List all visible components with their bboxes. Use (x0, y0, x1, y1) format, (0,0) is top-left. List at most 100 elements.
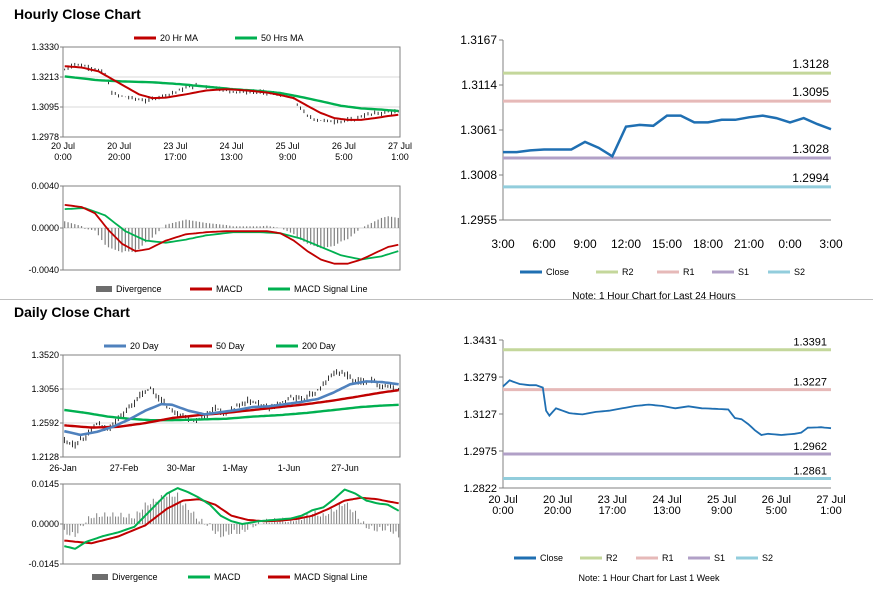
hourly-price-xtick: 20 Jul (107, 141, 131, 151)
daily-macd-line (64, 487, 400, 550)
hourly-price-xtick: 13:00 (220, 152, 243, 162)
legend-50day: 50 Day (216, 341, 245, 351)
hourly-levels-xtick: 9:00 (573, 237, 597, 251)
daily-levels-xtick: 13:00 (653, 505, 681, 517)
hourly-macd-ytick: 0.0040 (31, 181, 59, 191)
daily-level-s1-label: 1.2962 (793, 441, 827, 453)
legend-20day: 20 Day (130, 341, 159, 351)
hourly-levels-xtick: 3:00 (491, 237, 515, 251)
legend-hourly-macd: MACD (216, 284, 243, 294)
daily-levels-note: Note: 1 Hour Chart for Last 1 Week (579, 573, 720, 583)
hourly-price-ytick: 1.3330 (31, 42, 59, 52)
daily-levels-xtick: 20 Jul (488, 494, 517, 506)
hourly-price-xtick: 17:00 (164, 152, 187, 162)
legend-daily-macd-signal: MACD Signal Line (294, 572, 368, 582)
daily-levels-xtick: 20:00 (544, 505, 572, 517)
hourly-price-xtick: 20:00 (108, 152, 131, 162)
hourly-level-r1-label: 1.3095 (792, 85, 829, 99)
hourly-price-xtick: 26 Jul (332, 141, 356, 151)
daily-levels-xtick: 25 Jul (707, 494, 736, 506)
hourly-price-ytick: 1.3095 (31, 102, 59, 112)
daily-levels-ytick: 1.2822 (463, 483, 497, 495)
hourly-levels-xtick: 18:00 (693, 237, 723, 251)
hourly-price-xtick: 20 Jul (51, 141, 75, 151)
legend-hourly-level-close: Close (546, 267, 569, 277)
legend-hourly-level-r1: R1 (683, 267, 695, 277)
hourly-level-s2-label: 1.2994 (792, 171, 829, 185)
daily-levels-ytick: 1.3279 (463, 372, 497, 384)
hourly-levels-note: Note: 1 Hour Chart for Last 24 Hours (572, 291, 735, 302)
daily-levels-ytick: 1.2975 (463, 446, 497, 458)
daily-200day-line (64, 403, 399, 422)
daily-levels-xtick: 9:00 (711, 505, 732, 517)
legend-hourly-divergence: Divergence (116, 284, 162, 294)
legend-daily-level-r2: R2 (606, 553, 618, 563)
hourly-level-r2-label: 1.3128 (792, 57, 829, 71)
daily-chart-title: Daily Close Chart (14, 304, 130, 320)
daily-level-s2-label: 1.2861 (793, 466, 827, 478)
hourly-price-ytick: 1.3213 (31, 72, 59, 82)
daily-levels-xtick: 1:00 (820, 505, 841, 517)
hourly-levels-ytick: 1.3114 (461, 78, 497, 92)
daily-macd-ytick: 0.0000 (31, 519, 59, 529)
legend-hourly-level-s2: S2 (794, 267, 805, 277)
hourly-levels-xtick: 3:00 (819, 237, 843, 251)
hourly-levels-ytick: 1.3167 (460, 33, 497, 47)
hourly-price-xtick: 0:00 (54, 152, 72, 162)
hourly-price-frame (62, 46, 401, 138)
daily-price-xtick: 27-Jun (331, 463, 359, 473)
hourly-macd-ytick: -0.0040 (28, 265, 59, 275)
hourly-levels-xtick: 6:00 (532, 237, 556, 251)
daily-levels-xtick: 20 Jul (543, 494, 572, 506)
daily-price-ytick: 1.2128 (31, 452, 59, 462)
daily-level-r2-label: 1.3391 (793, 337, 827, 349)
legend-daily-level-close: Close (540, 553, 563, 563)
daily-levels-xtick: 23 Jul (598, 494, 627, 506)
hourly-level-s1-label: 1.3028 (792, 142, 829, 156)
daily-levels-ytick: 1.3431 (463, 335, 497, 347)
daily-price-xtick: 30-Mar (167, 463, 196, 473)
hourly-price-xtick: 27 Jul (388, 141, 412, 151)
daily-price-xtick: 27-Feb (110, 463, 139, 473)
legend-50hr-ma: 50 Hrs MA (261, 33, 304, 43)
legend-200day: 200 Day (302, 341, 336, 351)
hourly-macd-line (64, 204, 399, 265)
section-divider (0, 299, 873, 300)
hourly-macd-ytick: 0.0000 (31, 223, 59, 233)
legend-hourly-divergence-swatch (96, 286, 112, 292)
daily-levels-xtick: 26 Jul (762, 494, 791, 506)
daily-levels-xtick: 0:00 (492, 505, 513, 517)
hourly-levels-xtick: 0:00 (778, 237, 802, 251)
daily-price-xtick: 26-Jan (49, 463, 77, 473)
daily-level-r1-label: 1.3227 (793, 377, 827, 389)
hourly-price-ytick: 1.2978 (31, 132, 59, 142)
hourly-levels-ytick: 1.3061 (460, 123, 497, 137)
hourly-price-xtick: 25 Jul (276, 141, 300, 151)
daily-price-xtick: 1-May (222, 463, 248, 473)
hourly-price-xtick: 1:00 (391, 152, 409, 162)
daily-50day-line (64, 389, 399, 429)
hourly-chart-title: Hourly Close Chart (14, 6, 141, 22)
legend-daily-divergence-swatch (92, 574, 108, 580)
daily-levels-xtick: 5:00 (766, 505, 787, 517)
hourly-price-xtick: 24 Jul (219, 141, 243, 151)
daily-levels-ytick: 1.3127 (463, 409, 497, 421)
daily-levels-xtick: 17:00 (599, 505, 627, 517)
hourly-macd-signal-line (64, 207, 399, 261)
legend-hourly-level-r2: R2 (622, 267, 634, 277)
hourly-levels-xtick: 15:00 (652, 237, 682, 251)
hourly-levels-xtick: 21:00 (734, 237, 764, 251)
daily-price-xtick: 1-Jun (278, 463, 301, 473)
daily-price-ytick: 1.3520 (31, 350, 59, 360)
daily-price-frame (62, 354, 401, 458)
legend-hourly-level-s1: S1 (738, 267, 749, 277)
hourly-levels-ytick: 1.3008 (460, 168, 497, 182)
hourly-price-xtick: 23 Jul (163, 141, 187, 151)
daily-macd-ytick: 0.0145 (31, 479, 59, 489)
legend-daily-level-s1: S1 (714, 553, 725, 563)
legend-daily-level-r1: R1 (662, 553, 674, 563)
daily-price-ytick: 1.3056 (31, 384, 59, 394)
daily-macd-ytick: -0.0145 (28, 559, 59, 569)
hourly-levels-xtick: 12:00 (611, 237, 641, 251)
